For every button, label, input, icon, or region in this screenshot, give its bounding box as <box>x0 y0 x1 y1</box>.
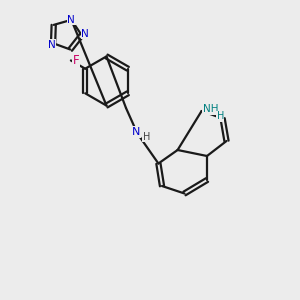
Text: NH: NH <box>203 104 218 115</box>
Text: F: F <box>73 54 80 67</box>
Text: N: N <box>48 40 56 50</box>
Text: N: N <box>132 127 140 137</box>
Text: H: H <box>143 131 150 142</box>
Text: N: N <box>81 28 89 38</box>
Text: N: N <box>68 15 75 25</box>
Text: H: H <box>217 111 224 122</box>
